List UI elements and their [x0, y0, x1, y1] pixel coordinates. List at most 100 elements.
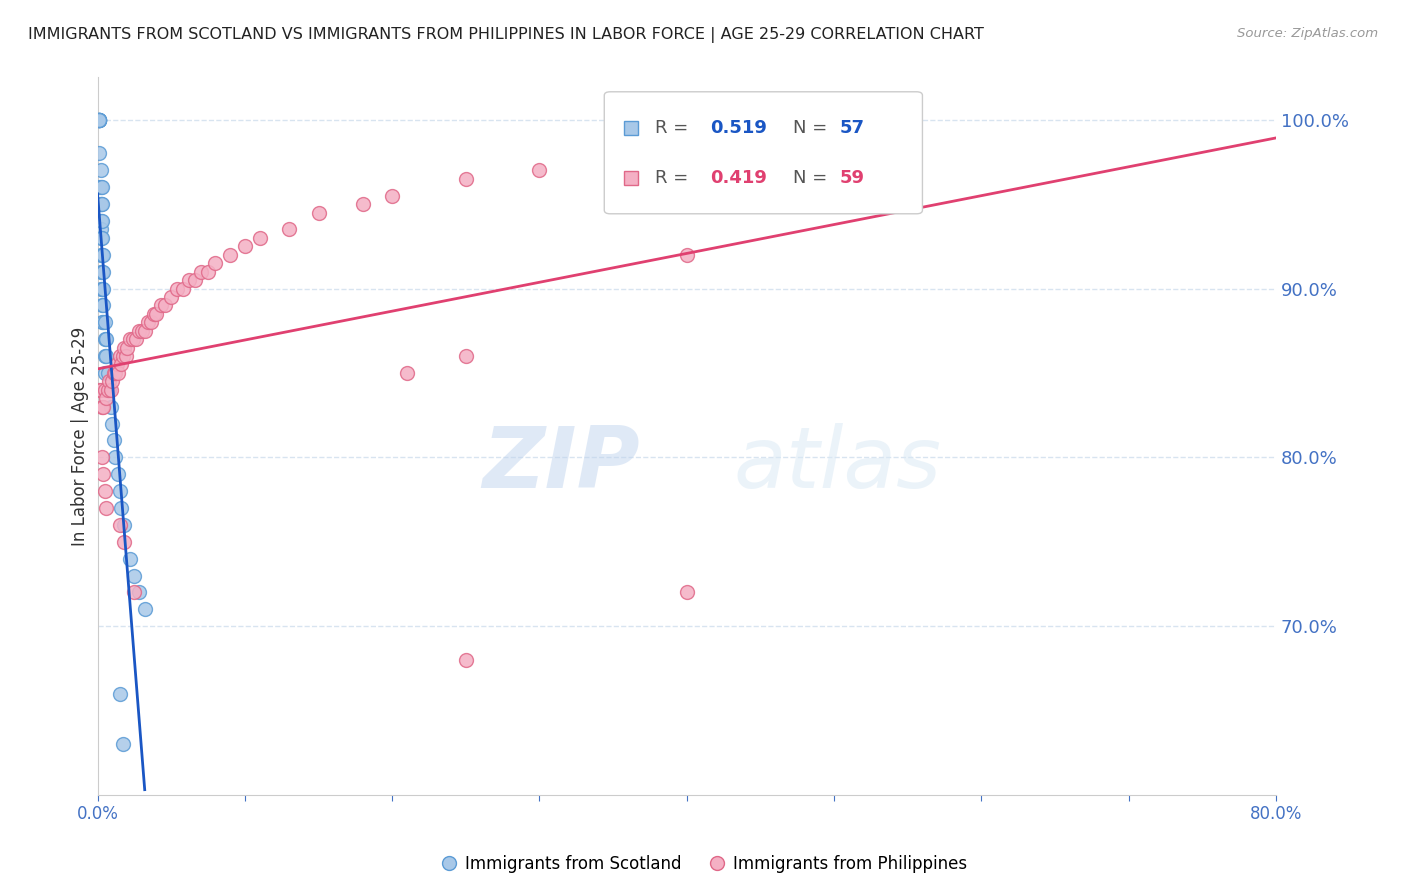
Point: [122, 332, 145, 346]
Point: [98, 383, 121, 397]
Point: [93, 315, 115, 329]
Point: [219, 248, 242, 262]
Text: Source: ZipAtlas.com: Source: ZipAtlas.com: [1237, 27, 1378, 40]
Point: [115, 341, 138, 355]
Point: [105, 358, 128, 372]
Point: [91, 298, 114, 312]
Point: [87, 112, 110, 127]
Point: [91, 231, 114, 245]
Point: [87, 112, 110, 127]
Point: [352, 197, 374, 211]
Point: [94, 383, 117, 397]
Point: [381, 188, 404, 202]
Point: [91, 265, 114, 279]
Point: [89, 163, 111, 178]
Point: [87, 112, 110, 127]
Point: [204, 256, 226, 270]
Point: [145, 307, 167, 321]
Point: [96, 332, 118, 346]
Point: [112, 341, 135, 355]
Point: [87, 146, 110, 161]
Point: [110, 501, 132, 516]
Text: ZIP: ZIP: [482, 424, 640, 507]
Point: [93, 400, 115, 414]
Text: 0.419: 0.419: [710, 169, 768, 187]
Point: [454, 349, 477, 363]
Point: [89, 231, 111, 245]
Point: [111, 738, 134, 752]
Point: [91, 281, 114, 295]
Point: [89, 248, 111, 262]
Point: [94, 366, 117, 380]
FancyBboxPatch shape: [605, 92, 922, 214]
Point: [278, 222, 301, 236]
Point: [249, 231, 271, 245]
Point: [101, 375, 124, 389]
Text: 57: 57: [839, 119, 865, 136]
Point: [96, 391, 118, 405]
Point: [529, 163, 551, 178]
Point: [139, 315, 162, 329]
Point: [87, 112, 110, 127]
Point: [91, 450, 114, 465]
Point: [89, 180, 111, 194]
Point: [87, 112, 110, 127]
Text: atlas: atlas: [734, 424, 942, 507]
Point: [675, 248, 697, 262]
Point: [87, 112, 110, 127]
Point: [197, 265, 219, 279]
Point: [131, 324, 153, 338]
Point: [91, 400, 114, 414]
Point: [100, 383, 122, 397]
Point: [103, 366, 125, 380]
Point: [91, 248, 114, 262]
Legend: Immigrants from Scotland, Immigrants from Philippines: Immigrants from Scotland, Immigrants fro…: [432, 848, 974, 880]
Point: [190, 265, 212, 279]
Point: [107, 366, 129, 380]
Point: [172, 281, 194, 295]
Point: [89, 383, 111, 397]
Point: [108, 484, 131, 499]
Point: [142, 307, 165, 321]
Point: [100, 400, 122, 414]
Point: [108, 349, 131, 363]
Point: [93, 265, 115, 279]
Point: [112, 534, 135, 549]
Point: [134, 324, 156, 338]
Text: 0.519: 0.519: [710, 119, 768, 136]
Point: [89, 214, 111, 228]
Point: [87, 180, 110, 194]
Point: [87, 112, 110, 127]
Point: [94, 349, 117, 363]
Point: [96, 501, 118, 516]
Point: [134, 602, 156, 616]
Point: [112, 517, 135, 532]
Point: [89, 222, 111, 236]
Text: IMMIGRANTS FROM SCOTLAND VS IMMIGRANTS FROM PHILIPPINES IN LABOR FORCE | AGE 25-: IMMIGRANTS FROM SCOTLAND VS IMMIGRANTS F…: [28, 27, 984, 43]
Point: [97, 383, 120, 397]
Text: R =: R =: [655, 169, 688, 187]
Point: [124, 585, 146, 599]
Point: [87, 383, 110, 397]
Point: [675, 585, 697, 599]
Point: [125, 332, 148, 346]
Point: [149, 298, 172, 312]
Point: [107, 467, 129, 482]
Point: [97, 366, 120, 380]
Point: [91, 197, 114, 211]
Point: [454, 653, 477, 667]
Point: [124, 568, 146, 582]
Point: [118, 551, 141, 566]
Point: [160, 290, 183, 304]
Point: [87, 112, 110, 127]
Text: R =: R =: [655, 119, 688, 136]
Point: [308, 205, 330, 219]
Point: [89, 197, 111, 211]
Point: [89, 197, 111, 211]
Point: [128, 324, 150, 338]
Point: [94, 484, 117, 499]
Point: [108, 517, 131, 532]
Point: [89, 281, 111, 295]
Point: [91, 214, 114, 228]
Point: [97, 383, 120, 397]
